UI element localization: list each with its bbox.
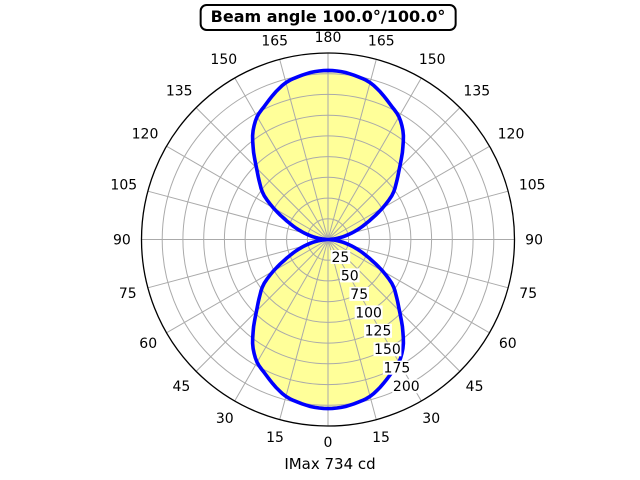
- angle-tick-label: 90: [113, 232, 131, 248]
- radial-tick-label: 50: [341, 268, 359, 284]
- angle-tick-label: 30: [216, 411, 234, 427]
- angle-tick-label: 45: [172, 379, 190, 395]
- angle-tick-label: 15: [266, 430, 284, 446]
- angle-tick-labels: 0 15 15 30 30 45 45 60 60 75 75 90 90 105 105 120 120 135…: [110, 30, 545, 451]
- angle-tick-label: 135: [463, 84, 490, 100]
- angle-tick-label: 75: [519, 286, 537, 302]
- radial-tick-label: 200: [393, 379, 420, 395]
- angle-tick-label: 0: [324, 435, 333, 451]
- angle-tick-label: 15: [372, 430, 390, 446]
- radial-tick-label: 175: [384, 361, 411, 377]
- angle-tick-label: 75: [119, 286, 137, 302]
- angle-tick-label: 135: [166, 84, 193, 100]
- angle-tick-label: 60: [139, 336, 157, 352]
- angle-tick-label: 165: [368, 34, 395, 50]
- angle-tick-label: 180: [315, 30, 342, 46]
- angle-tick-label: 60: [499, 336, 517, 352]
- angle-tick-label: 105: [519, 178, 546, 194]
- radial-tick-label: 150: [374, 342, 401, 358]
- beam-lobes-outline: [250, 68, 406, 411]
- imax-caption: IMax 734 cd: [284, 455, 376, 473]
- angle-tick-label: 150: [210, 52, 237, 68]
- chart-title: Beam angle 100.0°/100.0°: [199, 4, 457, 31]
- angle-tick-label: 90: [525, 232, 543, 248]
- radial-tick-label: 75: [350, 287, 368, 303]
- radial-tick-labels: 25 50 75 100 125 150 175 200: [330, 250, 421, 395]
- radial-tick-label: 100: [355, 305, 382, 321]
- outer-axis-circle: [140, 52, 516, 427]
- angle-tick-label: 30: [422, 411, 440, 427]
- angle-tick-label: 120: [498, 127, 525, 143]
- angle-tick-label: 105: [110, 178, 137, 194]
- angle-tick-label: 150: [419, 52, 446, 68]
- angle-tick-label: 120: [132, 127, 159, 143]
- angle-tick-label: 45: [466, 379, 484, 395]
- radial-tick-label: 25: [331, 250, 349, 266]
- radial-tick-label: 125: [365, 324, 392, 340]
- angle-tick-label: 165: [261, 34, 288, 50]
